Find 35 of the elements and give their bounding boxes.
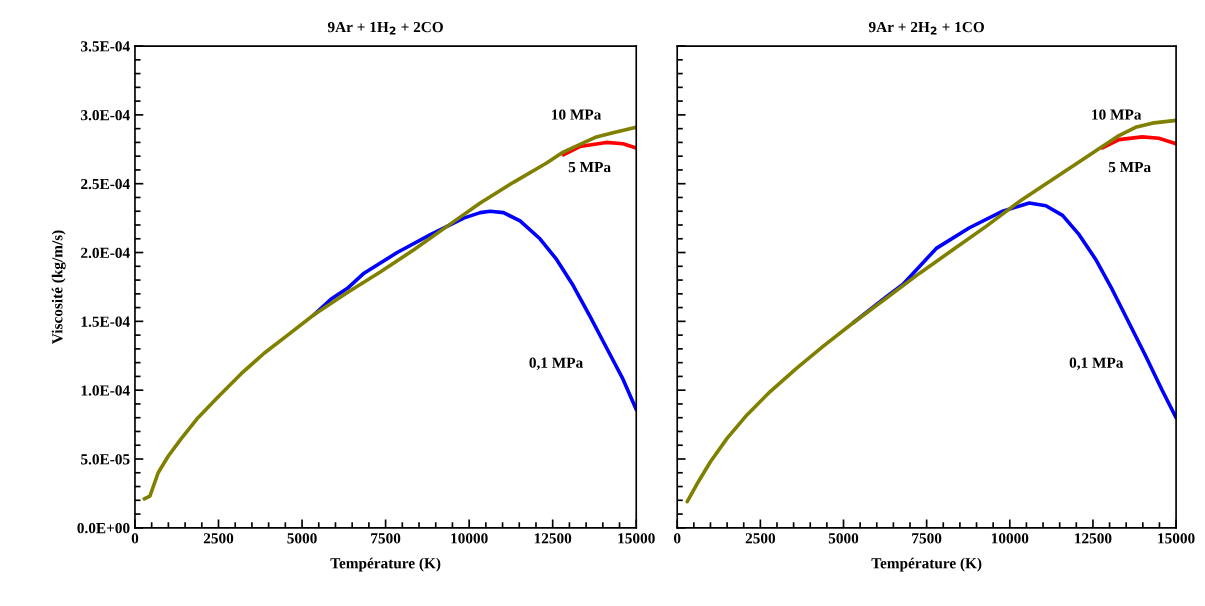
- annotation: 10 MPa: [1092, 109, 1142, 120]
- x-tick-label: 2500: [745, 533, 776, 544]
- y-tick-label: 1.0E-04: [81, 385, 130, 396]
- x-tick-label: 0: [673, 533, 681, 544]
- y-tick-label: 0.0E+00: [77, 522, 130, 534]
- chart-title: 9Ar + 1H$_{2}$ + 2CO: [327, 21, 443, 35]
- y-tick-label: 2.5E-04: [81, 178, 130, 190]
- annotation: 5 MPa: [1108, 162, 1151, 173]
- x-tick-label: 5000: [828, 533, 859, 544]
- y-tick-label: 1.5E-04: [81, 316, 130, 327]
- annotation: 0,1 MPa: [1069, 357, 1124, 371]
- x-axis-title: Température (K): [871, 557, 982, 572]
- x-tick-label: 7500: [912, 533, 942, 544]
- x-tick-label: 12500: [534, 533, 572, 544]
- x-tick-label: 15000: [618, 533, 655, 544]
- x-tick-label: 2500: [203, 533, 234, 544]
- x-tick-label: 0: [131, 533, 139, 544]
- annotation: 5 MPa: [568, 162, 611, 173]
- y-tick-label: 3.0E-04: [81, 110, 130, 121]
- x-tick-label: 10000: [991, 533, 1029, 544]
- x-axis-title: Température (K): [330, 557, 441, 572]
- y-tick-label: 2.0E-04: [81, 247, 130, 259]
- x-tick-label: 15000: [1158, 533, 1195, 544]
- annotation: 0,1 MPa: [529, 357, 583, 371]
- x-tick-label: 10000: [451, 533, 488, 544]
- y-tick-label: 5.0E-05: [81, 454, 130, 465]
- line-series: [142, 125, 637, 501]
- line-series: [561, 140, 637, 157]
- chart-title: 9Ar + 2H$_{2}$ + 1CO: [868, 21, 984, 35]
- x-tick-label: 5000: [287, 533, 317, 544]
- x-tick-label: 12500: [1075, 533, 1112, 544]
- annotation: 10 MPa: [552, 109, 602, 120]
- y-tick-label: 3.5E-04: [81, 41, 130, 52]
- y-axis-title: Viscosité (kg/m/s): [51, 230, 66, 344]
- x-tick-label: 7500: [371, 533, 401, 544]
